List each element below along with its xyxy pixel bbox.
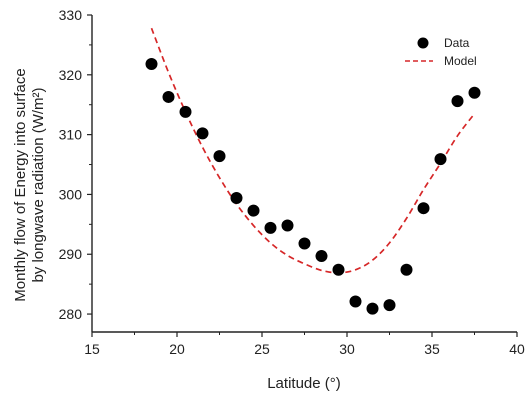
data-point: [366, 302, 379, 315]
data-point: [281, 219, 294, 232]
model-curve: [150, 27, 476, 274]
y-tick-label: 320: [59, 67, 83, 83]
data-point: [213, 150, 226, 163]
y-tick-label: 290: [59, 246, 83, 262]
x-tick-label: 20: [169, 341, 185, 357]
x-tick-label: 30: [339, 341, 355, 357]
y-tick-label: 300: [59, 186, 83, 202]
model-series: [150, 27, 476, 274]
data-point: [145, 58, 158, 71]
data-point: [349, 295, 362, 308]
axes: 15 20 25 30 35 40 280 290 300 310 320 330: [59, 7, 525, 357]
data-point: [247, 204, 260, 217]
data-point: [196, 127, 209, 140]
x-tick-label: 40: [509, 341, 525, 357]
data-point: [230, 192, 243, 205]
y-tick-label: 280: [59, 306, 83, 322]
y-axis-title-line-2: by longwave radiation (W/m²): [30, 87, 47, 282]
legend-data-label: Data: [444, 36, 470, 50]
data-point: [264, 221, 277, 234]
data-point: [383, 299, 396, 312]
legend-model-label: Model: [444, 54, 477, 68]
data-point: [332, 263, 345, 276]
legend: Data Model: [405, 36, 477, 68]
x-tick-label: 35: [424, 341, 440, 357]
y-axis-title-line-1: Monthly flow of Energy into surface: [12, 68, 29, 301]
data-point: [315, 250, 328, 263]
data-point: [298, 237, 311, 250]
data-point: [162, 90, 175, 103]
x-tick-label: 25: [254, 341, 270, 357]
x-tick-label: 15: [84, 341, 100, 357]
data-point: [417, 202, 430, 215]
y-tick-label: 310: [59, 127, 83, 143]
data-point: [179, 105, 192, 118]
data-point: [451, 95, 464, 108]
data-point: [400, 263, 413, 276]
data-point: [434, 153, 447, 166]
x-axis-title: Latitude (°): [267, 375, 341, 392]
legend-data-marker: [417, 37, 429, 49]
y-axis-title: Monthly flow of Energy into surface by l…: [12, 68, 47, 301]
data-point: [468, 86, 481, 99]
data-series: [145, 58, 481, 315]
y-tick-label: 330: [59, 7, 83, 23]
